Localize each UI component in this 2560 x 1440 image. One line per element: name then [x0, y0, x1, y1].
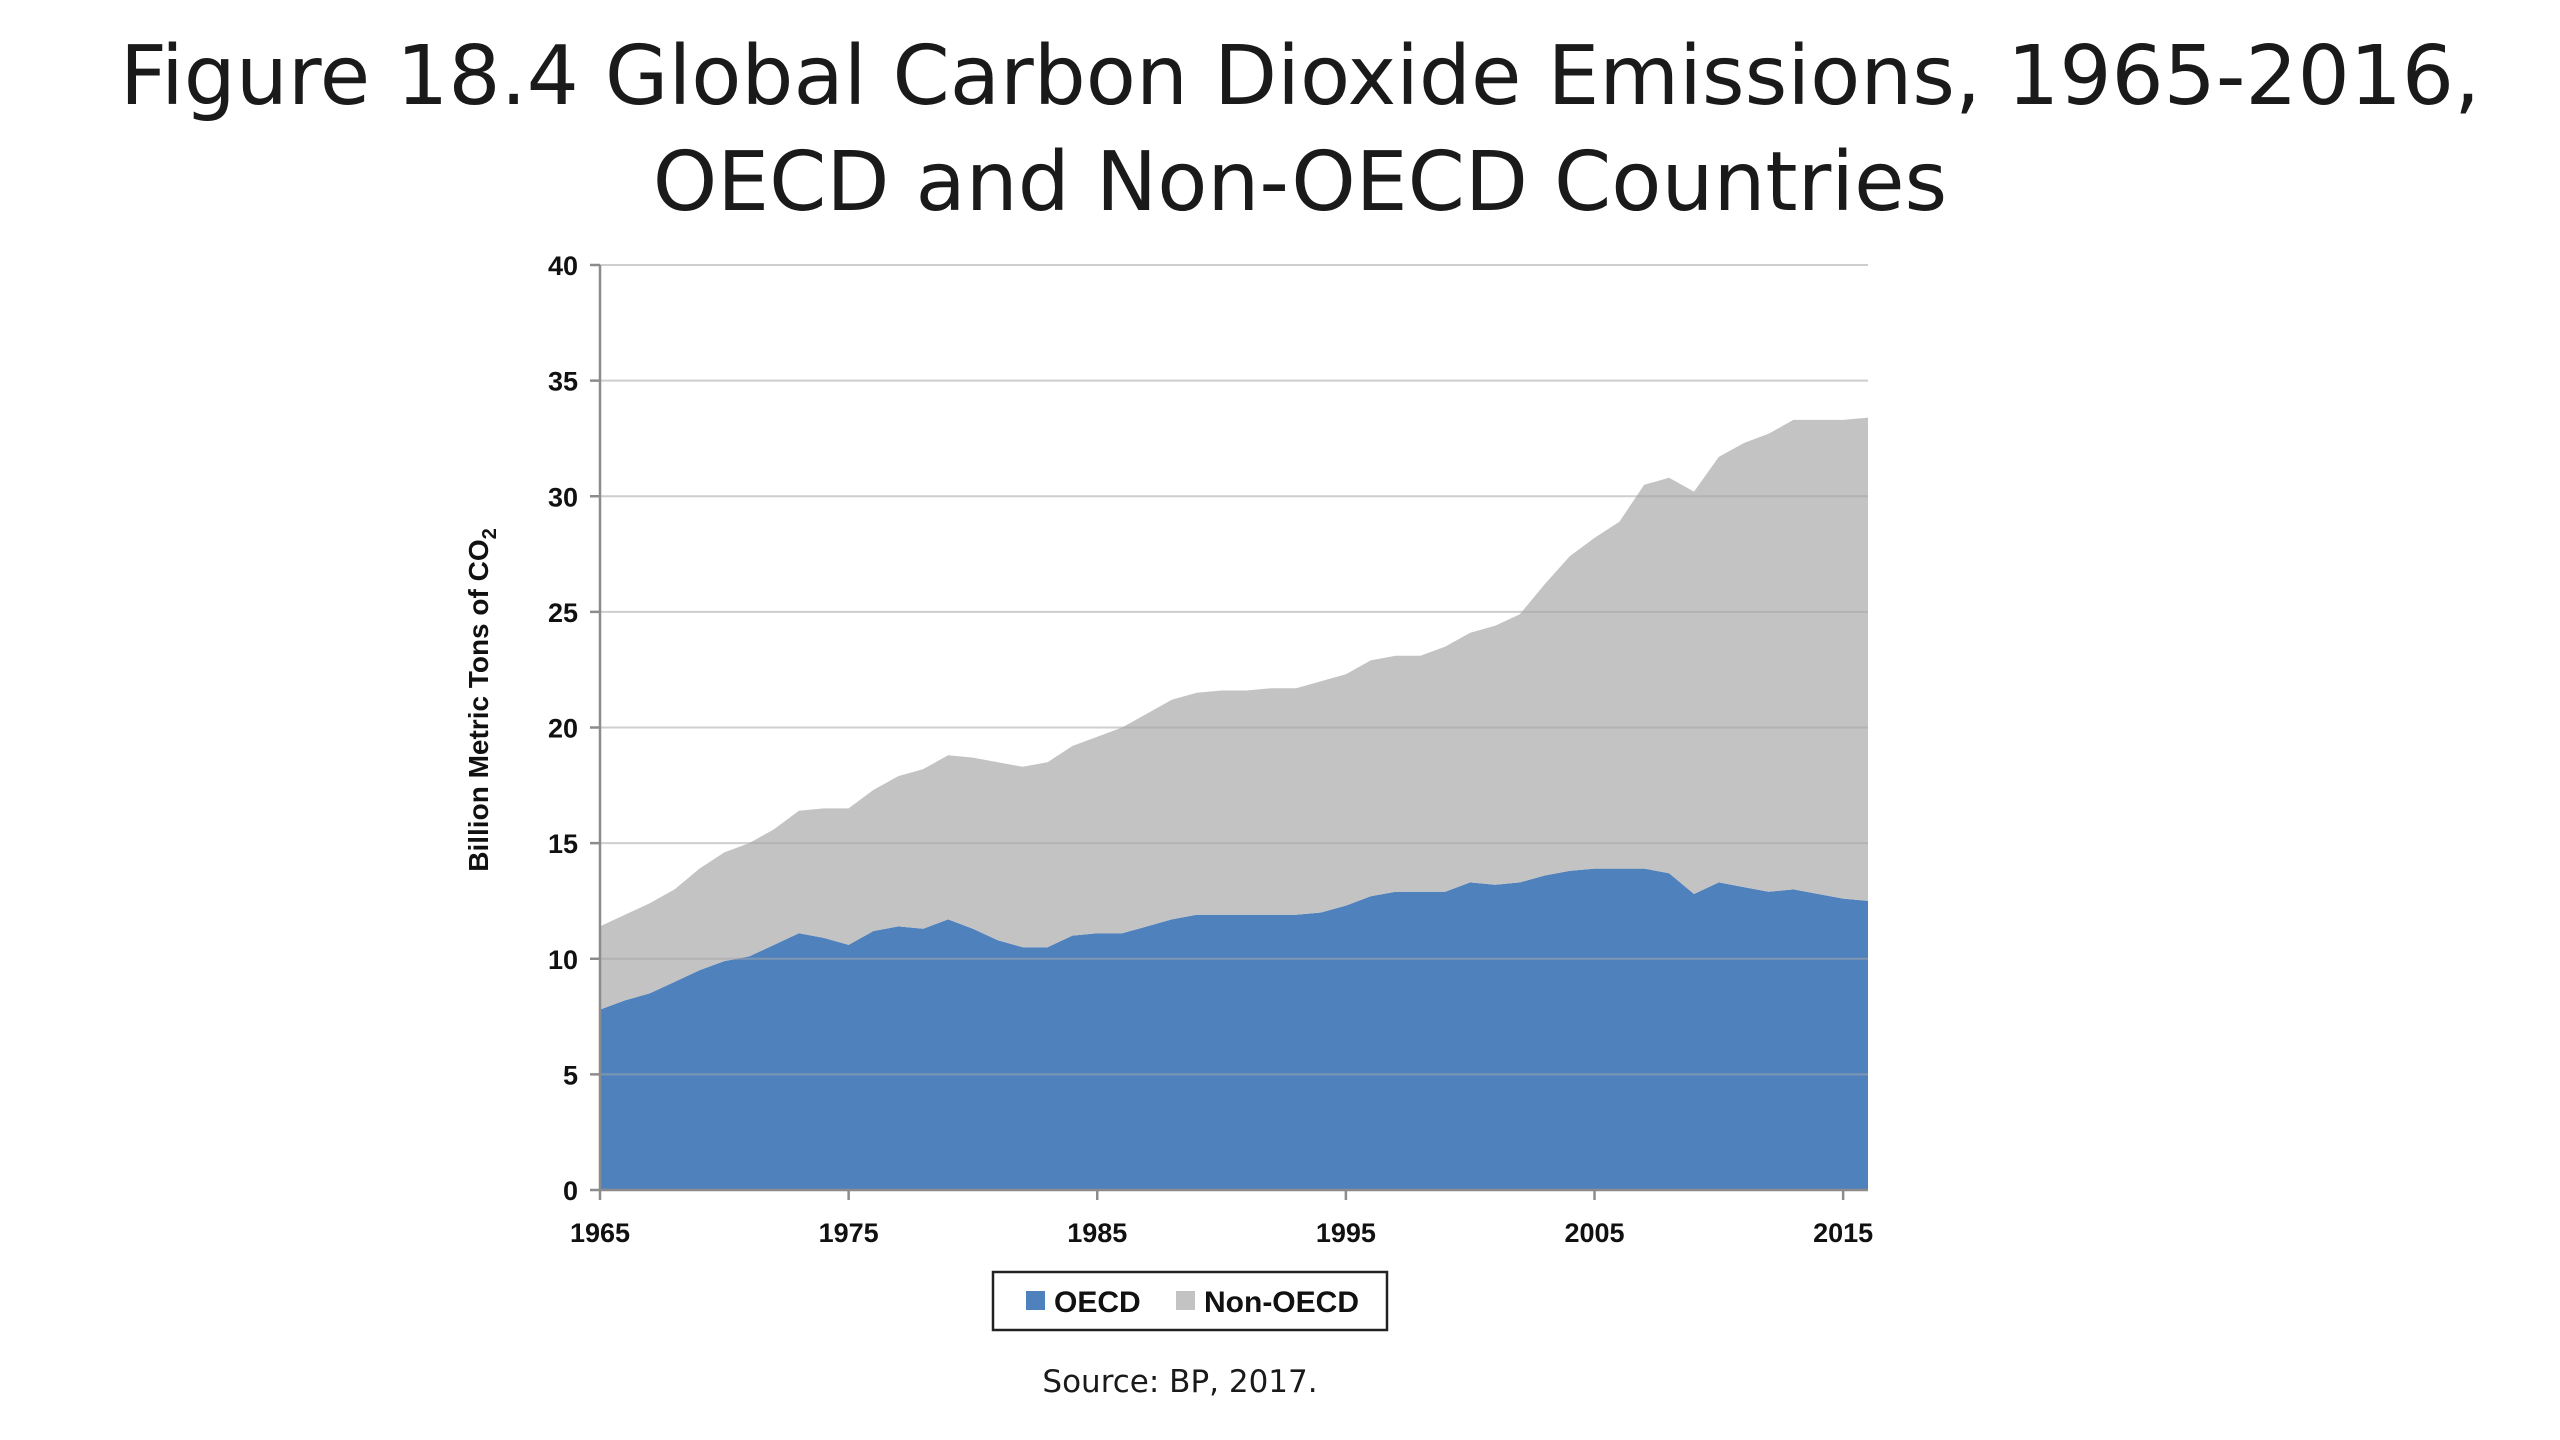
legend-swatch-oecd: [1026, 1291, 1045, 1310]
y-tick-label-30: 30: [548, 482, 578, 512]
x-tick-label-1985: 1985: [1067, 1218, 1127, 1248]
grid-layer: [600, 264, 1868, 1076]
y-tick-label-15: 15: [548, 829, 578, 859]
y-tick-label-0: 0: [563, 1176, 578, 1206]
area-series-oecd: [600, 868, 1868, 1190]
y-tick-label-35: 35: [548, 367, 578, 397]
area-series-non-oecd: [600, 417, 1868, 1010]
y-axis-title-subscript: 2: [479, 528, 501, 539]
tick-labels: 0 5 10 15 20 25 30 35 40 1965 1975 1985 1995 2005 2015: [548, 251, 1873, 1248]
y-axis-title-main: Billion Metric Tons of CO: [463, 539, 494, 871]
y-tick-label-10: 10: [548, 945, 578, 975]
y-tick-label-20: 20: [548, 714, 578, 744]
y-tick-label-5: 5: [563, 1060, 578, 1090]
legend-swatch-non-oecd: [1176, 1291, 1195, 1310]
y-tick-label-40: 40: [548, 251, 578, 281]
x-tick-label-1995: 1995: [1316, 1218, 1376, 1248]
chart-title: Figure 18.4 Global Carbon Dioxide Emissi…: [119, 29, 2481, 230]
legend: OECD Non-OECD: [991, 1270, 1389, 1332]
y-tick-label-25: 25: [548, 598, 578, 628]
source-note: Source: BP, 2017.: [1042, 1364, 1318, 1400]
x-tick-label-2005: 2005: [1564, 1218, 1624, 1248]
x-tick-label-1975: 1975: [819, 1218, 879, 1248]
legend-label-non-oecd: Non-OECD: [1204, 1286, 1359, 1319]
legend-label-oecd: OECD: [1054, 1286, 1141, 1319]
x-tick-label-1965: 1965: [570, 1218, 630, 1248]
area-layer: [600, 417, 1868, 1190]
x-tick-label-2015: 2015: [1813, 1218, 1873, 1248]
y-axis-title: Billion Metric Tons of CO2: [463, 528, 501, 872]
